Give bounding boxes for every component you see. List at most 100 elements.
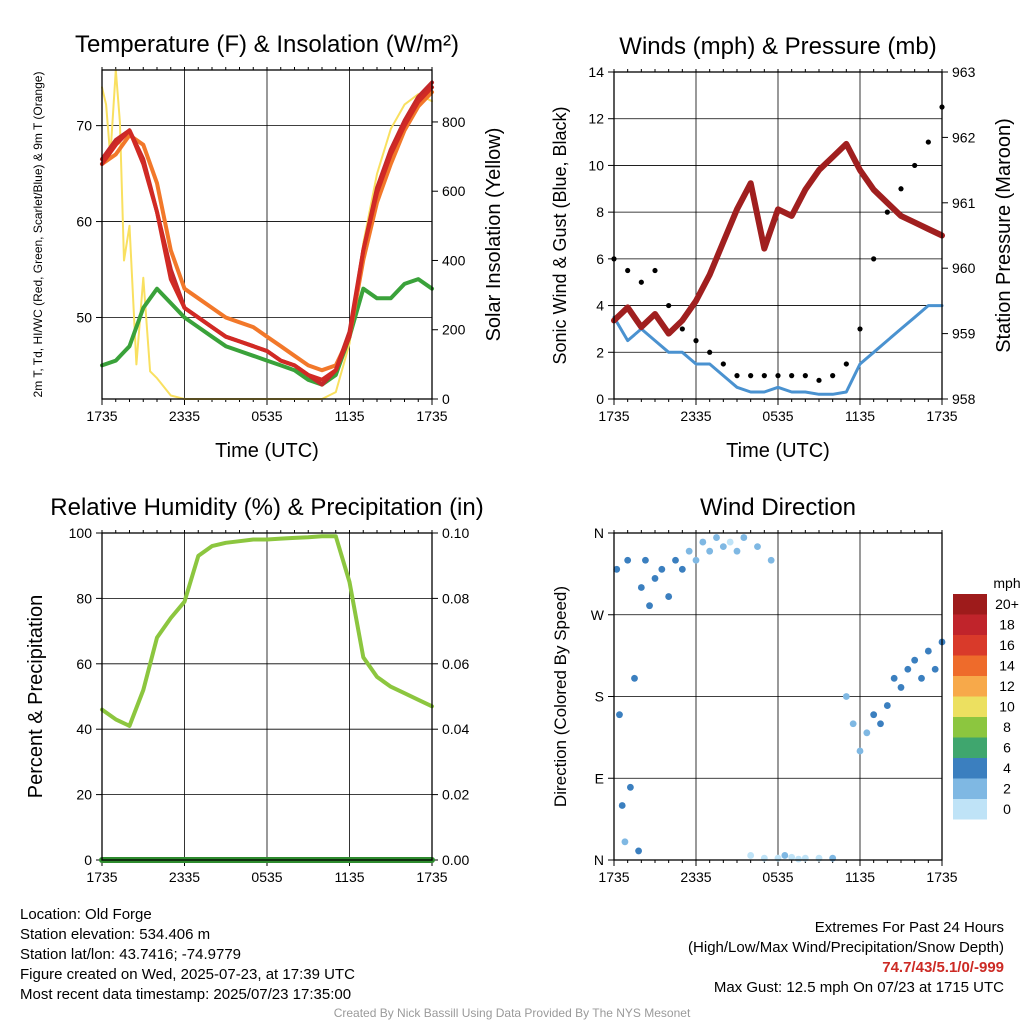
y2-tick-label: 959 (952, 326, 976, 342)
y2-tick-label: 0.06 (442, 656, 469, 672)
y2-tick-label: 0 (442, 391, 450, 407)
y2-axis-label: Solar Insolation (Yellow) (483, 128, 505, 342)
direction-point (646, 602, 653, 610)
x-axis-label: Time (UTC) (726, 440, 830, 462)
legend-label: 14 (999, 658, 1015, 674)
direction-point (911, 656, 919, 664)
chart-panel-2: 1735 2335 0535 1135 173502468101214958959960… (550, 33, 1015, 462)
y-tick-label: 60 (76, 656, 92, 672)
direction-point (618, 802, 626, 809)
x-tick-label: 0535 (251, 408, 282, 424)
direction-point (624, 556, 632, 564)
legend-label: 0 (1003, 801, 1011, 817)
gust-point (748, 373, 754, 379)
direction-point (795, 855, 802, 863)
legend-label: 10 (999, 699, 1015, 715)
legend-label: 16 (999, 637, 1015, 653)
relative-humidity-line (100, 534, 434, 728)
direction-point (635, 847, 642, 855)
x-tick-label: 2335 (169, 869, 200, 885)
gust-point (925, 139, 931, 145)
direction-point (672, 556, 679, 564)
y-tick-label: 80 (76, 590, 92, 606)
chart-panel-1: 1735 2335 0535 1135 1735 50 60 70 0 200 400 600 800 T… (31, 31, 505, 462)
direction-point (665, 593, 673, 600)
y-tick-label: S (595, 689, 604, 705)
y-tick-label: 4 (596, 298, 604, 314)
x-tick-label: 2335 (169, 408, 200, 424)
direction-point (719, 543, 727, 551)
chart-title: Wind Direction (700, 494, 856, 521)
gust-point (871, 256, 877, 262)
direction-point (924, 647, 932, 655)
gust-point (857, 326, 863, 332)
x-tick-label: 1135 (334, 869, 364, 885)
extremes-subtitle: (High/Low/Max Wind/Precipitation/Snow De… (688, 939, 1004, 956)
x-tick-label: 1735 (416, 869, 447, 885)
gust-point (652, 267, 658, 274)
direction-point (685, 547, 693, 555)
gust-point (884, 209, 890, 215)
x-tick-label: 0535 (251, 869, 282, 885)
y2-tick-label: 400 (442, 252, 466, 268)
chart-title: Winds (mph) & Pressure (mb) (619, 33, 936, 60)
x-tick-label: 2335 (680, 408, 711, 424)
pressure-line (611, 140, 945, 337)
sonic-wind-line (612, 304, 944, 396)
direction-point (627, 783, 634, 791)
direction-point (726, 538, 734, 546)
direction-point (863, 729, 871, 737)
direction-point (642, 556, 649, 564)
x-tick-label: 1135 (334, 408, 364, 424)
direction-point (781, 852, 789, 859)
y2-tick-label: 960 (952, 260, 976, 276)
y-tick-label: 10 (588, 157, 604, 173)
direction-point (678, 565, 686, 573)
y-tick-label: W (591, 607, 605, 623)
x-tick-label: 1135 (845, 869, 875, 885)
dewpoint-line (100, 277, 434, 387)
x-tick-label: 1735 (926, 869, 957, 885)
y-tick-label: N (594, 525, 604, 541)
y2-axis-label: Station Pressure (Maroon) (993, 118, 1015, 353)
direction-point (637, 584, 645, 591)
legend-label: 12 (999, 678, 1015, 694)
chart-panel-3: 1735 2335 0535 1135 17350204060801000.000.02… (25, 494, 484, 885)
x-tick-label: 1135 (845, 408, 875, 424)
y-tick-label: 8 (596, 204, 604, 220)
legend-label: 20+ (995, 596, 1019, 612)
x-tick-label: 0535 (762, 408, 793, 424)
y2-tick-label: 962 (952, 129, 976, 145)
plot-border (101, 532, 433, 861)
legend-label: 2 (1003, 781, 1011, 797)
direction-point (651, 575, 659, 582)
gust-point (789, 373, 795, 379)
legend-swatch (953, 614, 987, 635)
legend-swatch (953, 799, 987, 820)
y2-tick-label: 0.04 (442, 721, 469, 737)
x-axis-label: Time (UTC) (215, 440, 319, 462)
extremes-info: Extremes For Past 24 Hours (High/Low/Max… (688, 918, 1004, 998)
speed-legend: mph 20+ 18 16 14 12 10 8 6 4 2 0 (953, 575, 1021, 820)
y-tick-label: 40 (76, 721, 92, 737)
chart-title: Temperature (F) & Insolation (W/m²) (75, 31, 459, 58)
direction-point (788, 853, 796, 861)
direction-point (631, 674, 638, 682)
gust-point (679, 326, 685, 332)
x-tick-label: 1735 (598, 869, 629, 885)
y-tick-label: 2 (596, 344, 604, 360)
gust-point (898, 186, 904, 192)
direction-point (918, 674, 925, 682)
gust-point (693, 338, 699, 344)
plot-border (613, 532, 943, 861)
y2-tick-label: 961 (952, 195, 976, 211)
direction-point (849, 720, 857, 728)
temp-2m-line (100, 85, 434, 382)
gust-point (666, 302, 672, 309)
y-tick-label: 0 (596, 391, 604, 407)
gust-point (625, 267, 631, 274)
gust-point (775, 373, 781, 379)
direction-point (706, 547, 714, 555)
